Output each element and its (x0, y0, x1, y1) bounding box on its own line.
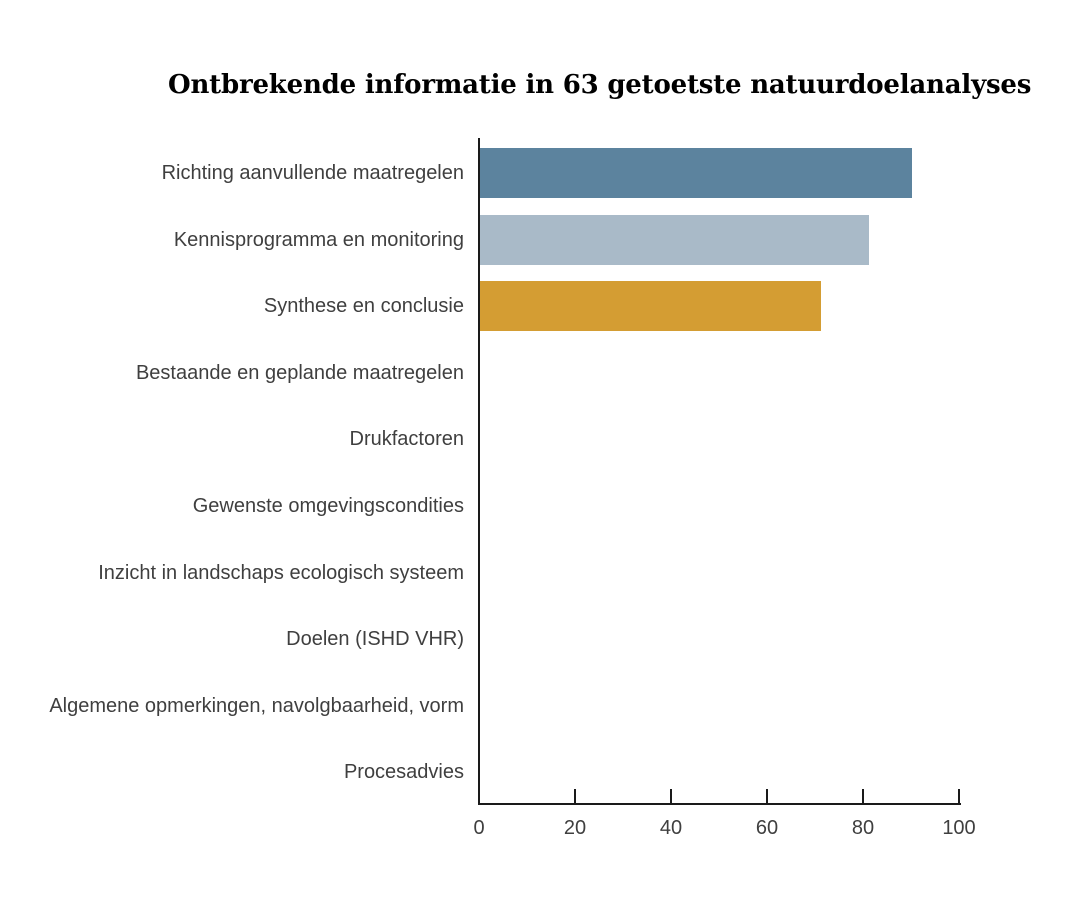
category-label: Doelen (ISHD VHR) (286, 628, 464, 651)
x-tick-label: 40 (659, 817, 683, 839)
bar-row: Doelen (ISHD VHR) (0, 606, 1080, 673)
bar-row: Bestaande en geplande maatregelen (0, 340, 1080, 407)
bar-row: Kennisprogramma en monitoring (0, 207, 1080, 274)
bar-row: Gewenste omgevingscondities (0, 473, 1080, 540)
chart-title: Ontbrekende informatie in 63 getoetste n… (168, 70, 1032, 100)
category-label: Gewenste omgevingscondities (192, 495, 464, 517)
bar (480, 214, 869, 265)
bar-row: Richting aanvullende maatregelen (0, 140, 1080, 207)
x-tick-mark (766, 789, 768, 803)
category-label: Richting aanvullende maatregelen (161, 162, 464, 184)
bar-row: Drukfactoren (0, 406, 1080, 473)
x-tick-mark (670, 789, 672, 803)
x-tick-label: 20 (563, 817, 587, 839)
bar (480, 148, 912, 199)
x-tick-mark (478, 789, 480, 803)
category-label: Kennisprogramma en monitoring (173, 228, 464, 251)
bar-row: Synthese en conclusie (0, 273, 1080, 340)
category-label: Procesadvies (343, 761, 464, 784)
category-label: Algemene opmerkingen, navolgbaarheid, vo… (49, 694, 464, 717)
x-tick-label: 100 (942, 817, 976, 839)
x-axis-line (478, 803, 961, 805)
x-tick-mark (958, 789, 960, 803)
x-tick-label: 60 (755, 817, 779, 839)
x-tick-label: 0 (473, 817, 485, 839)
x-tick-mark (574, 789, 576, 803)
x-tick-label: 80 (851, 817, 875, 839)
category-label: Inzicht in landschaps ecologisch systeem (98, 561, 464, 584)
bar-row: Procesadvies (0, 739, 1080, 806)
category-label: Drukfactoren (349, 428, 465, 451)
category-label: Bestaande en geplande maatregelen (135, 361, 464, 384)
bar-row: Algemene opmerkingen, navolgbaarheid, vo… (0, 673, 1080, 740)
bar (480, 281, 821, 332)
category-label: Synthese en conclusie (263, 295, 464, 318)
bar-row: Inzicht in landschaps ecologisch systeem (0, 540, 1080, 607)
x-tick-mark (862, 789, 864, 803)
y-axis-line (478, 138, 480, 805)
